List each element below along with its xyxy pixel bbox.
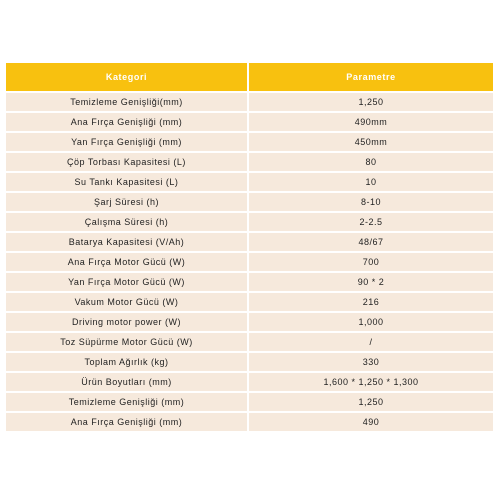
table-row: Ürün Boyutları (mm) 1,600 * 1,250 * 1,300 bbox=[6, 373, 493, 391]
category-cell: Ürün Boyutları (mm) bbox=[6, 373, 249, 391]
category-cell: Ana Fırça Genişliği (mm) bbox=[6, 413, 249, 431]
parameter-cell: 700 bbox=[249, 253, 493, 271]
parameter-cell: 8-10 bbox=[249, 193, 493, 211]
category-cell: Çalışma Süresi (h) bbox=[6, 213, 249, 231]
category-cell: Şarj Süresi (h) bbox=[6, 193, 249, 211]
table-row: Yan Fırça Genişliği (mm) 450mm bbox=[6, 133, 493, 151]
table-row: Temizleme Genişliği (mm) 1,250 bbox=[6, 393, 493, 411]
parameter-cell: / bbox=[249, 333, 493, 351]
table-header-row: Kategori Parametre bbox=[6, 63, 493, 91]
table-row: Çöp Torbası Kapasitesi (L) 80 bbox=[6, 153, 493, 171]
table-row: Batarya Kapasitesi (V/Ah) 48/67 bbox=[6, 233, 493, 251]
category-cell: Driving motor power (W) bbox=[6, 313, 249, 331]
parameter-cell: 330 bbox=[249, 353, 493, 371]
table-row: Vakum Motor Gücü (W) 216 bbox=[6, 293, 493, 311]
table-row: Driving motor power (W) 1,000 bbox=[6, 313, 493, 331]
parameter-cell: 1,600 * 1,250 * 1,300 bbox=[249, 373, 493, 391]
category-cell: Batarya Kapasitesi (V/Ah) bbox=[6, 233, 249, 251]
parameter-cell: 490mm bbox=[249, 113, 493, 131]
table-row: Şarj Süresi (h) 8-10 bbox=[6, 193, 493, 211]
category-cell: Ana Fırça Genişliği (mm) bbox=[6, 113, 249, 131]
table-row: Ana Fırça Motor Gücü (W) 700 bbox=[6, 253, 493, 271]
category-cell: Temizleme Genişliği (mm) bbox=[6, 393, 249, 411]
table-body: Temizleme Genişliği(mm) 1,250 Ana Fırça Ge… bbox=[6, 93, 493, 431]
parameter-cell: 490 bbox=[249, 413, 493, 431]
category-cell: Toz Süpürme Motor Gücü (W) bbox=[6, 333, 249, 351]
category-cell: Yan Fırça Genişliği (mm) bbox=[6, 133, 249, 151]
parameter-cell: 1,250 bbox=[249, 93, 493, 111]
category-cell: Toplam Ağırlık (kg) bbox=[6, 353, 249, 371]
category-cell: Ana Fırça Motor Gücü (W) bbox=[6, 253, 249, 271]
category-cell: Çöp Torbası Kapasitesi (L) bbox=[6, 153, 249, 171]
table-row: Temizleme Genişliği(mm) 1,250 bbox=[6, 93, 493, 111]
parameter-cell: 1,000 bbox=[249, 313, 493, 331]
table-row: Yan Fırça Motor Gücü (W) 90 * 2 bbox=[6, 273, 493, 291]
table-row: Ana Fırça Genişliği (mm) 490 bbox=[6, 413, 493, 431]
table-row: Su Tankı Kapasitesi (L) 10 bbox=[6, 173, 493, 191]
table-row: Toplam Ağırlık (kg) 330 bbox=[6, 353, 493, 371]
table-row: Ana Fırça Genişliği (mm) 490mm bbox=[6, 113, 493, 131]
parameter-cell: 90 * 2 bbox=[249, 273, 493, 291]
category-cell: Yan Fırça Motor Gücü (W) bbox=[6, 273, 249, 291]
parameter-cell: 10 bbox=[249, 173, 493, 191]
table-row: Çalışma Süresi (h) 2-2.5 bbox=[6, 213, 493, 231]
parameter-cell: 216 bbox=[249, 293, 493, 311]
parameter-cell: 48/67 bbox=[249, 233, 493, 251]
parameter-cell: 450mm bbox=[249, 133, 493, 151]
table-row: Toz Süpürme Motor Gücü (W) / bbox=[6, 333, 493, 351]
spec-table: Kategori Parametre Temizleme Genişliği(m… bbox=[6, 61, 493, 433]
parameter-cell: 2-2.5 bbox=[249, 213, 493, 231]
category-cell: Vakum Motor Gücü (W) bbox=[6, 293, 249, 311]
category-cell: Su Tankı Kapasitesi (L) bbox=[6, 173, 249, 191]
parameter-cell: 80 bbox=[249, 153, 493, 171]
category-cell: Temizleme Genişliği(mm) bbox=[6, 93, 249, 111]
column-header-parameter: Parametre bbox=[249, 63, 493, 91]
column-header-category: Kategori bbox=[6, 63, 249, 91]
parameter-cell: 1,250 bbox=[249, 393, 493, 411]
